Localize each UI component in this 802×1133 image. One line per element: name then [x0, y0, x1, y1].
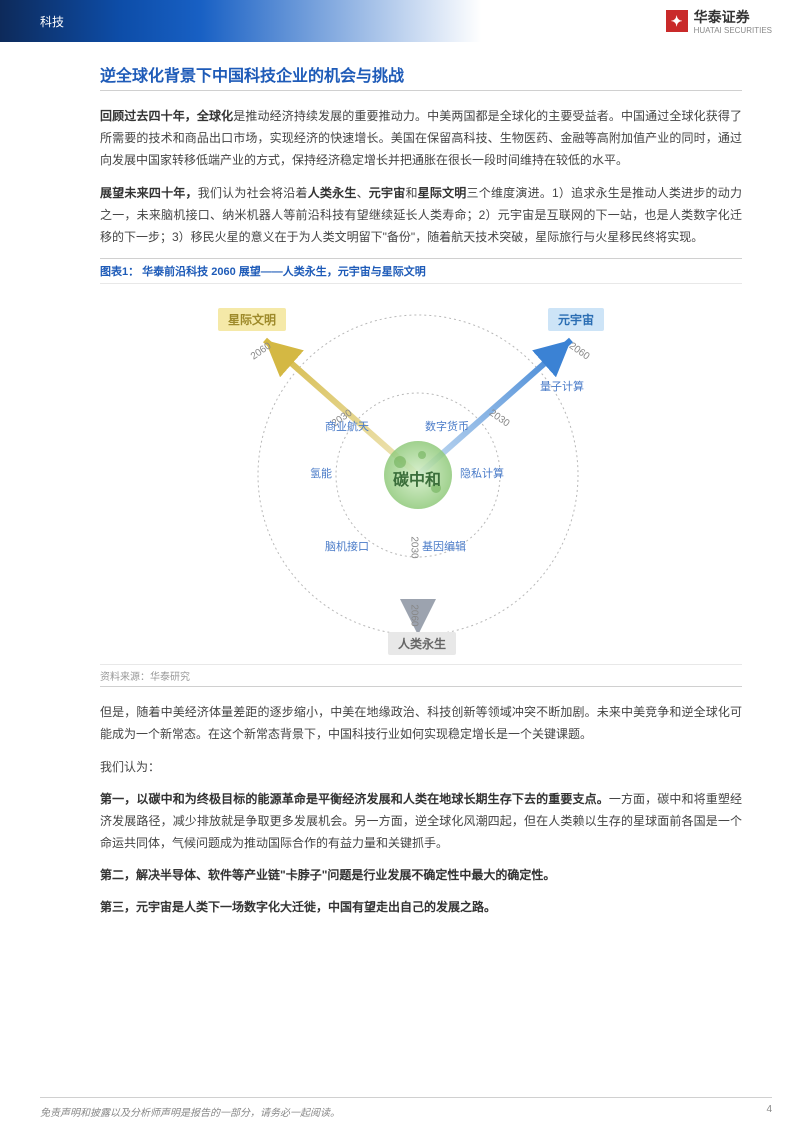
p2-bold2: 元宇宙: [369, 186, 406, 200]
figure-source: 资料来源：华泰研究: [100, 664, 742, 687]
diagram-axis-label: 人类永生: [388, 632, 456, 655]
p2-sep2: 和: [405, 186, 417, 200]
diagram-topic-label: 商业航天: [325, 418, 369, 434]
diagram-topic-label: 基因编辑: [422, 538, 466, 554]
diagram-topic-label: 数字货币: [425, 418, 469, 434]
diagram-axis-label: 星际文明: [218, 308, 286, 331]
page-footer: 免责声明和披露以及分析师声明是报告的一部分，请务必一起阅读。 4: [40, 1097, 772, 1119]
header-category: 科技: [40, 13, 64, 30]
p2-bold1: 人类永生: [308, 186, 357, 200]
diagram-axis-tick: 2030: [409, 537, 420, 559]
p7-bold: 第三，元宇宙是人类下一场数字化大迁徙，中国有望走出自己的发展之路。: [100, 900, 496, 914]
diagram-topic-label: 量子计算: [540, 378, 584, 394]
diagram-topic-label: 脑机接口: [325, 538, 369, 554]
footer-page-number: 4: [766, 1104, 772, 1119]
diagram-2060: 碳中和 星际文明元宇宙人类永生206020302060203020302060商…: [100, 290, 742, 660]
diagram-axis-tick: 2060: [409, 605, 420, 627]
diagram-topic-label: 隐私计算: [460, 465, 504, 481]
diagram-topic-label: 氢能: [310, 465, 332, 481]
paragraph-2: 展望未来四十年，我们认为社会将沿着人类永生、元宇宙和星际文明三个维度演进。1）追…: [100, 182, 742, 249]
paragraph-5: 第一，以碳中和为终极目标的能源革命是平衡经济发展和人类在地球长期生存下去的重要支…: [100, 788, 742, 855]
footer-disclaimer: 免责声明和披露以及分析师声明是报告的一部分，请务必一起阅读。: [40, 1104, 340, 1119]
header-logo-block: ✦ 华泰证券 HUATAI SECURITIES: [666, 7, 772, 35]
page-title: 逆全球化背景下中国科技企业的机会与挑战: [100, 62, 742, 91]
p2-lead: 展望未来四十年，: [100, 186, 198, 200]
paragraph-4: 我们认为：: [100, 756, 742, 778]
company-name-en: HUATAI SECURITIES: [694, 27, 772, 35]
paragraph-6: 第二，解决半导体、软件等产业链"卡脖子"问题是行业发展不确定性中最大的确定性。: [100, 864, 742, 886]
logo-icon: ✦: [666, 10, 688, 32]
p6-bold: 第二，解决半导体、软件等产业链"卡脖子"问题是行业发展不确定性中最大的确定性。: [100, 868, 555, 882]
paragraph-3: 但是，随着中美经济体量差距的逐步缩小，中美在地缘政治、科技创新等领域冲突不断加剧…: [100, 701, 742, 745]
p1-lead: 回顾过去四十年，全球化: [100, 109, 233, 123]
company-name: 华泰证券: [694, 9, 750, 25]
content-area: 逆全球化背景下中国科技企业的机会与挑战 回顾过去四十年，全球化是推动经济持续发展…: [0, 42, 802, 919]
p2-mid1: 我们认为社会将沿着: [198, 186, 308, 200]
diagram-axis-label: 元宇宙: [548, 308, 604, 331]
paragraph-7: 第三，元宇宙是人类下一场数字化大迁徙，中国有望走出自己的发展之路。: [100, 896, 742, 918]
header-bar: 科技 ✦ 华泰证券 HUATAI SECURITIES: [0, 0, 802, 42]
p2-sep1: 、: [357, 186, 369, 200]
paragraph-1: 回顾过去四十年，全球化是推动经济持续发展的重要推动力。中美两国都是全球化的主要受…: [100, 105, 742, 172]
figure-caption: 图表1： 华泰前沿科技 2060 展望——人类永生，元宇宙与星际文明: [100, 258, 742, 284]
p2-bold3: 星际文明: [418, 186, 467, 200]
diagram-center-label: 碳中和: [393, 466, 441, 490]
p5-bold: 第一，以碳中和为终极目标的能源革命是平衡经济发展和人类在地球长期生存下去的重要支…: [100, 792, 609, 806]
